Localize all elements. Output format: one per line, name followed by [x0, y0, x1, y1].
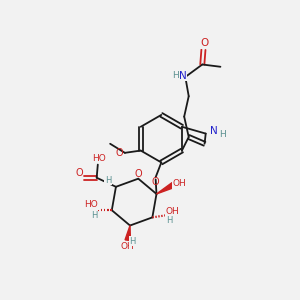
Polygon shape — [125, 226, 130, 241]
Text: H: H — [129, 237, 136, 246]
Text: H: H — [166, 216, 172, 225]
Text: HO: HO — [92, 154, 106, 163]
Text: O: O — [134, 169, 142, 179]
Text: H: H — [219, 130, 225, 139]
Text: H: H — [92, 211, 98, 220]
Text: OH: OH — [121, 242, 135, 251]
Text: OH: OH — [165, 206, 179, 215]
Text: O: O — [200, 38, 209, 48]
Text: O: O — [152, 177, 160, 187]
Text: N: N — [210, 126, 218, 136]
Text: O: O — [116, 148, 123, 158]
Text: OH: OH — [173, 179, 187, 188]
Text: HO: HO — [85, 200, 98, 209]
Text: H: H — [105, 176, 111, 184]
Polygon shape — [157, 182, 175, 194]
Text: H: H — [172, 71, 178, 80]
Text: N: N — [179, 71, 187, 81]
Text: O: O — [75, 168, 83, 178]
